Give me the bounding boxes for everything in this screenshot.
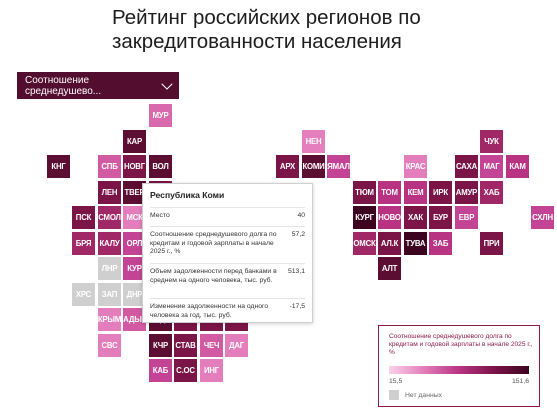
region-tile[interactable]: МАГ <box>480 155 503 178</box>
legend-min-label: 15,5 <box>389 378 403 385</box>
region-tile[interactable]: ДНР <box>123 283 146 306</box>
metric-dropdown-label: Соотношение среднедушево... <box>25 74 102 97</box>
region-tile[interactable]: КНГ <box>47 155 70 178</box>
region-tile[interactable]: ЧЕЧ <box>200 334 223 357</box>
region-tile[interactable]: ЗАП <box>98 283 121 306</box>
tooltip-row-value: 40 <box>297 212 305 219</box>
region-tile[interactable]: ТОМ <box>378 181 401 204</box>
no-data-label: Нет данных <box>405 392 443 399</box>
tooltip-row: Объем задолженности перед банками в сред… <box>150 263 305 296</box>
tooltip-row: Место 40 <box>150 207 305 222</box>
region-tile[interactable]: САХА <box>455 155 478 178</box>
region-tile[interactable]: ТЮМ <box>353 181 376 204</box>
region-tile[interactable]: СМОЛ <box>98 206 121 229</box>
region-tile[interactable]: ЛЕН <box>98 181 121 204</box>
region-tile[interactable]: ИРК <box>429 181 452 204</box>
region-tile[interactable]: ПРИ <box>480 232 503 255</box>
region-tile[interactable]: ИНГ <box>200 359 223 382</box>
region-tile[interactable]: С.ОС <box>174 359 197 382</box>
tooltip-row-label: Изменение задолженности на одного челове… <box>150 303 269 319</box>
region-tile[interactable]: ЗАБ <box>429 232 452 255</box>
no-data-swatch <box>389 390 399 400</box>
region-tile[interactable]: АМУР <box>455 181 478 204</box>
region-tile[interactable]: ХАБ <box>480 181 503 204</box>
region-tile[interactable]: ОМСК <box>353 232 376 255</box>
region-tile[interactable]: КРАС <box>404 155 427 178</box>
region-tile[interactable]: КЕМ <box>404 181 427 204</box>
tooltip-row-value: 57,2 <box>291 231 305 238</box>
tooltip-row: Изменение задолженности на одного челове… <box>150 298 305 321</box>
tooltip-row-label: Место <box>150 212 170 219</box>
region-tile[interactable]: ЕВР <box>455 206 478 229</box>
legend-gradient-bar <box>389 366 529 374</box>
region-tile[interactable]: МУР <box>149 104 172 127</box>
tooltip-row-label: Объем задолженности перед банками в сред… <box>150 268 277 284</box>
region-tile[interactable]: ТУВА <box>404 232 427 255</box>
region-tile[interactable]: ХРС <box>72 283 95 306</box>
region-tile[interactable]: СХЛН <box>531 206 554 229</box>
region-tile[interactable]: СТАВ <box>174 334 197 357</box>
region-tooltip: Республика Коми Место 40 Соотношение сре… <box>142 183 313 323</box>
tooltip-row-value: 513,1 <box>287 268 305 275</box>
region-tile[interactable]: КУРГ <box>353 206 376 229</box>
color-legend: Соотношение среднедушевого долга по кред… <box>378 325 540 407</box>
region-tile[interactable]: АРХ <box>276 155 299 178</box>
region-tile[interactable]: ВОЛ <box>149 155 172 178</box>
region-tile[interactable]: АЛТ <box>378 257 401 280</box>
tooltip-row-value: -17,5 <box>289 303 306 310</box>
region-tile[interactable]: КРЫМ <box>98 308 121 331</box>
page-title: Рейтинг российских регионов по закредито… <box>112 6 421 53</box>
legend-max-label: 151,6 <box>512 378 530 385</box>
region-tile[interactable]: КОМИ <box>302 155 325 178</box>
region-tile[interactable]: ДАГ <box>225 334 248 357</box>
region-tile[interactable]: БРЯ <box>72 232 95 255</box>
region-tile[interactable]: ТВЕР <box>123 181 146 204</box>
region-tile[interactable]: СВС <box>98 334 121 357</box>
region-tile[interactable]: КАБ <box>149 359 172 382</box>
region-tile[interactable]: ОРЛ <box>123 232 146 255</box>
region-tile[interactable]: МСК <box>123 206 146 229</box>
region-tile[interactable]: КАР <box>123 130 146 153</box>
tooltip-row-label: Соотношение среднедушевого долга по кред… <box>150 231 277 255</box>
region-tile[interactable]: ЛНР <box>98 257 121 280</box>
region-tile[interactable]: СПБ <box>98 155 121 178</box>
region-tile[interactable]: КАМ <box>506 155 529 178</box>
region-tile[interactable]: ЯМАЛ <box>327 155 350 178</box>
region-tile[interactable]: БУР <box>429 206 452 229</box>
region-tile[interactable]: АЛ.К <box>378 232 401 255</box>
region-tile[interactable]: КУР <box>123 257 146 280</box>
region-tile[interactable]: НЕН <box>302 130 325 153</box>
tooltip-region-name: Республика Коми <box>150 190 225 200</box>
region-tile[interactable]: КАЛУ <box>98 232 121 255</box>
region-tile[interactable]: ПСК <box>72 206 95 229</box>
legend-title: Соотношение среднедушевого долга по кред… <box>389 333 533 356</box>
region-tile[interactable]: ХАК <box>404 206 427 229</box>
tooltip-row: Соотношение среднедушевого долга по кред… <box>150 226 305 261</box>
region-tile[interactable]: ЧУК <box>480 130 503 153</box>
region-tile[interactable]: НОВО <box>378 206 401 229</box>
region-tile[interactable]: КЧР <box>149 334 172 357</box>
region-tile[interactable]: НОВГ <box>123 155 146 178</box>
metric-dropdown[interactable]: Соотношение среднедушево... <box>17 72 179 99</box>
region-tile[interactable]: АДЫГ <box>123 308 146 331</box>
